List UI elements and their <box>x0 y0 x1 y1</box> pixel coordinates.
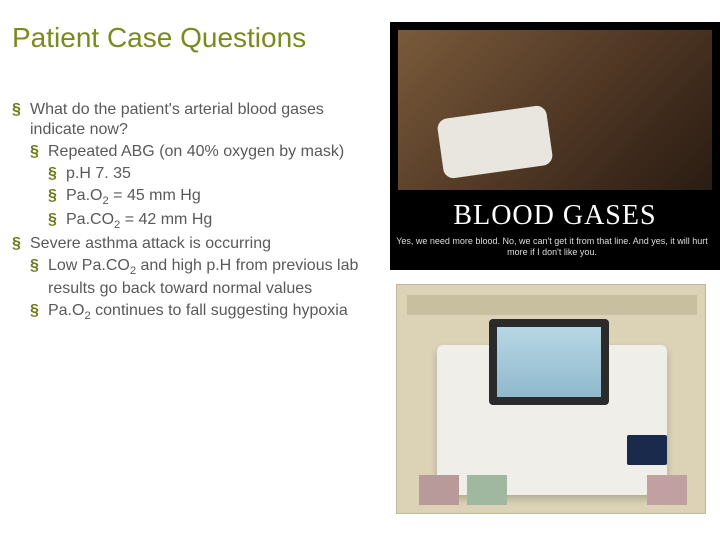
machine-tray <box>627 435 667 465</box>
bullet-severe-asthma: Severe asthma attack is occurring <box>30 234 382 254</box>
bullet-pao2: Pa.O2 = 45 mm Hg <box>66 186 382 208</box>
cartridge-3 <box>647 475 687 505</box>
counter-top <box>407 295 697 315</box>
bullet-repeated-abg: Repeated ABG (on 40% oxygen by mask) <box>48 142 382 162</box>
cartridge-1 <box>419 475 459 505</box>
poster-caption: Yes, we need more blood. No, we can't ge… <box>390 236 714 258</box>
machine-screen <box>497 327 601 397</box>
cartridge-2 <box>467 475 507 505</box>
bullet-pao2-fall: Pa.O2 continues to fall suggesting hypox… <box>48 301 382 323</box>
body-text: What do the patient's arterial blood gas… <box>12 100 382 325</box>
bullet-paco2: Pa.CO2 = 42 mm Hg <box>66 210 382 232</box>
poster-title: BLOOD GASES <box>390 200 720 232</box>
bullet-q1: What do the patient's arterial blood gas… <box>30 100 382 140</box>
bullet-ph: p.H 7. 35 <box>66 164 382 184</box>
image-analyzer-machine <box>396 284 706 514</box>
image-blood-gases-poster: BLOOD GASES Yes, we need more blood. No,… <box>390 22 720 270</box>
slide: Patient Case Questions What do the patie… <box>0 0 720 540</box>
page-title: Patient Case Questions <box>12 22 306 54</box>
bullet-low-paco2: Low Pa.CO2 and high p.H from previous la… <box>48 256 382 298</box>
